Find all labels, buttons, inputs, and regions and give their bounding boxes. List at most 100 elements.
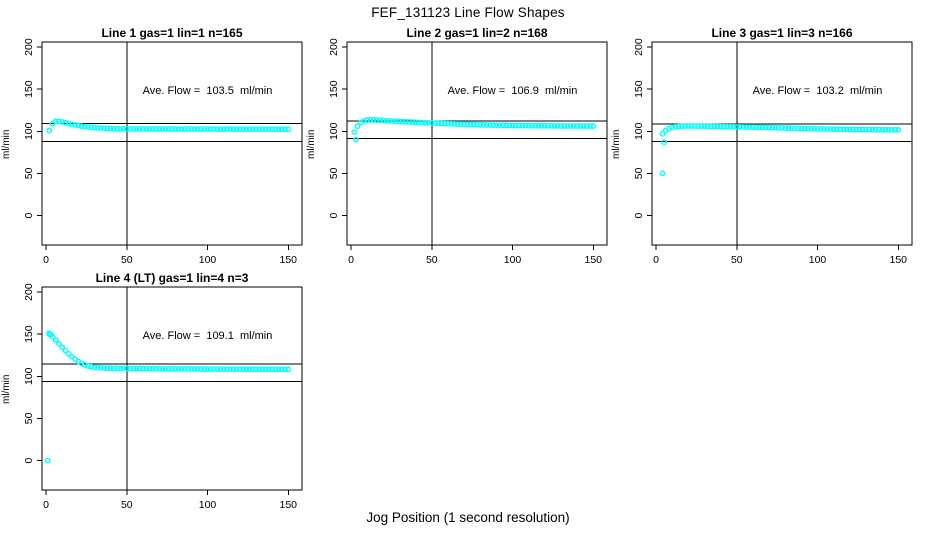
data-point (172, 126, 179, 132)
data-point (801, 125, 808, 132)
data-point (750, 124, 756, 131)
data-point (672, 123, 679, 130)
data-point (198, 366, 204, 372)
data-point (830, 126, 837, 133)
data-point (165, 365, 172, 372)
outlier-point (661, 139, 668, 146)
x-tick-label: 0 (348, 254, 354, 266)
data-point (432, 120, 438, 127)
data-point (243, 366, 250, 373)
data-point (419, 119, 425, 126)
data-point (143, 126, 150, 132)
x-tick-label: 100 (809, 254, 827, 266)
data-point (72, 122, 79, 128)
data-point (364, 117, 371, 123)
outlier-point (46, 330, 52, 337)
data-point (81, 123, 88, 130)
data-point (367, 116, 374, 123)
y-tick-label: 100 (23, 122, 35, 140)
y-tick-label: 200 (23, 283, 35, 301)
data-point (441, 120, 448, 127)
x-tick-label: 50 (121, 254, 133, 266)
data-point (169, 126, 175, 132)
data-point (525, 122, 532, 129)
data-point (856, 126, 863, 133)
data-point (285, 366, 292, 373)
data-point (240, 366, 246, 373)
data-point (110, 365, 117, 372)
data-point (717, 123, 724, 130)
data-point (207, 366, 214, 372)
data-point (564, 123, 571, 129)
data-point (278, 366, 285, 373)
data-point (85, 363, 91, 369)
x-tick-label: 100 (199, 254, 217, 266)
data-point (708, 123, 714, 130)
data-point (156, 126, 162, 132)
outlier-point (44, 457, 51, 464)
data-point (62, 347, 69, 354)
data-point (435, 120, 442, 127)
data-point (278, 126, 285, 133)
data-point (204, 126, 211, 132)
y-tick-label: 0 (328, 212, 340, 218)
panel-title: Line 2 gas=1 lin=2 n=168 (406, 26, 548, 40)
data-point (224, 126, 230, 132)
data-point (775, 124, 782, 131)
data-point (256, 366, 263, 373)
y-tick-label: 50 (23, 167, 35, 179)
data-point (156, 365, 162, 372)
x-tick-label: 150 (890, 254, 908, 266)
panel-line-4: Line 4 (LT) gas=1 lin=4 n=3 ml/min Ave. … (0, 259, 316, 521)
data-point (101, 125, 108, 132)
data-point (467, 121, 474, 128)
x-axis-label: Jog Position (1 second resolution) (366, 510, 570, 525)
data-point (743, 124, 750, 130)
data-point (65, 120, 72, 127)
data-point (236, 366, 243, 373)
data-point (269, 126, 276, 133)
flow-data-points (351, 116, 597, 143)
data-point (840, 126, 847, 133)
outlier-point (352, 136, 359, 143)
data-point (885, 126, 892, 133)
y-tick-label: 150 (23, 80, 35, 98)
data-point (512, 122, 519, 129)
x-tick-label: 100 (504, 254, 522, 266)
data-point (253, 126, 259, 132)
data-point (224, 366, 230, 373)
data-point (94, 125, 101, 131)
data-point (107, 125, 114, 132)
data-point (259, 126, 266, 132)
data-point (265, 366, 272, 373)
flow-data-points (659, 122, 902, 177)
data-point (91, 124, 98, 131)
data-point (457, 121, 464, 128)
data-point (188, 126, 195, 132)
data-point (895, 126, 902, 133)
panel-title: Line 3 gas=1 lin=3 n=166 (711, 26, 853, 40)
data-point (59, 118, 66, 125)
data-point (133, 125, 140, 132)
data-point (519, 122, 526, 129)
data-point (91, 364, 98, 371)
data-point (580, 123, 587, 129)
data-point (249, 126, 256, 132)
x-tick-label: 150 (585, 254, 603, 266)
data-point (68, 121, 75, 128)
data-point (720, 123, 727, 130)
data-point (451, 120, 458, 127)
data-point (201, 126, 208, 132)
data-point (846, 126, 853, 133)
data-point (165, 126, 172, 132)
data-point (691, 123, 698, 129)
data-point (551, 122, 558, 129)
data-point (499, 122, 506, 129)
data-point (117, 365, 124, 372)
data-point (483, 122, 490, 128)
data-point (246, 126, 253, 133)
data-point (272, 366, 279, 373)
data-point (590, 123, 597, 129)
data-point (538, 122, 545, 129)
data-point (133, 365, 140, 372)
